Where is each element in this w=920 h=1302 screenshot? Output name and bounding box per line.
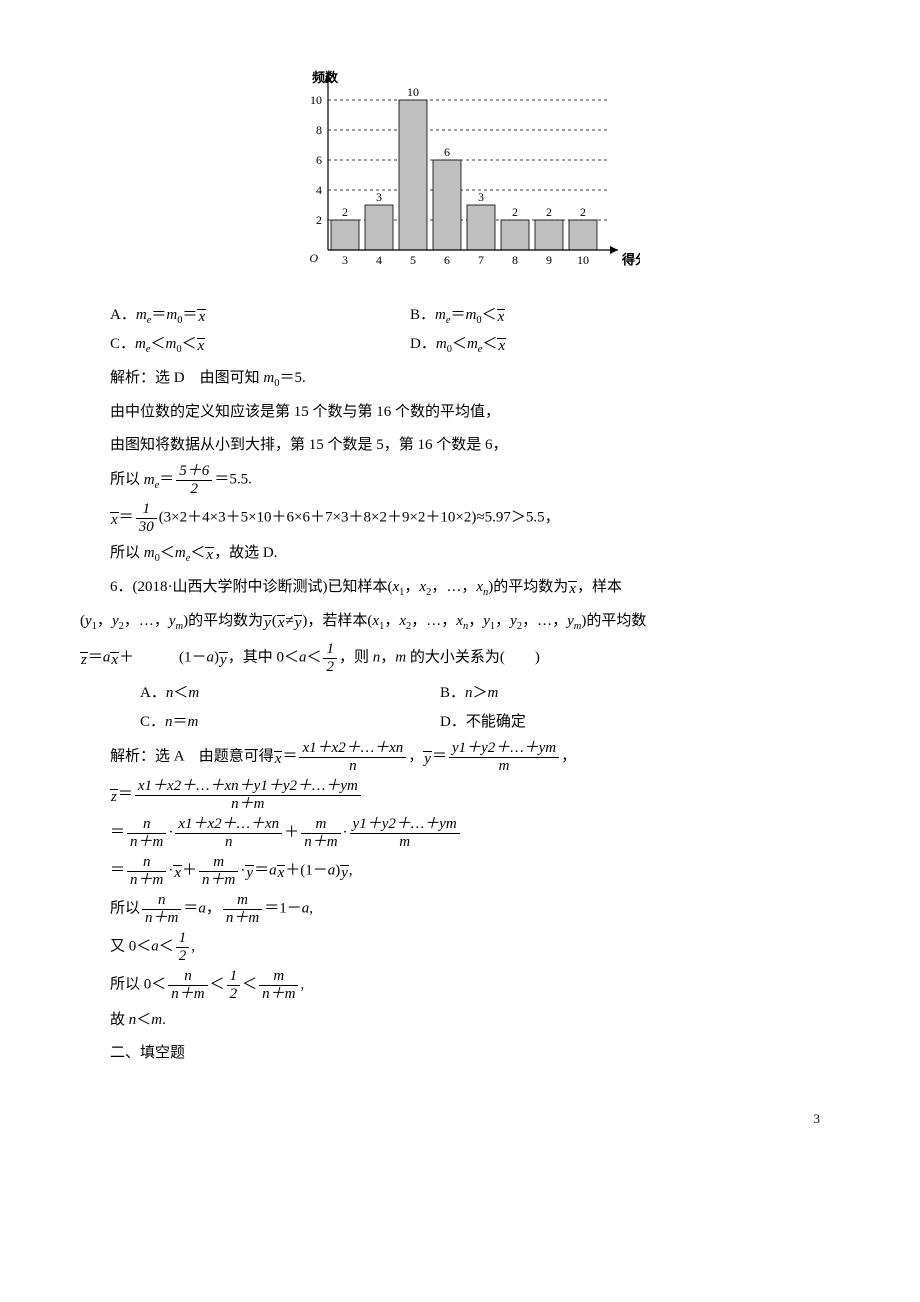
q5-sol-2: 由中位数的定义知应该是第 15 个数与第 16 个数的平均值， <box>80 398 840 427</box>
q5-opt-b-label: B． <box>410 307 435 323</box>
q5-sol-3: 由图知将数据从小到大排，第 15 个数是 5，第 16 个数是 6， <box>80 431 840 460</box>
q6-stem-1: 6．(2018·山西大学附中诊断测试)已知样本(x1，x2，…，xn)的平均数为… <box>80 573 840 603</box>
q5-choice-row-1: A．me＝m0＝x B．me＝m0＜x <box>80 301 840 331</box>
svg-text:3: 3 <box>342 253 348 267</box>
q5-sol-5: x＝130(3×2＋4×3＋5×10＋6×6＋7×3＋8×2＋9×2＋10×2)… <box>80 501 840 535</box>
svg-text:2: 2 <box>342 205 348 219</box>
q6-opt-a-label: A． <box>140 685 166 701</box>
q6-sol-8: 故 n＜m. <box>80 1006 840 1035</box>
chart-svg: 2 4 6 8 10 2 3 3 4 10 5 6 6 3 7 2 8 2 9 2 10 频数得分 O <box>280 70 640 270</box>
q6-sol-5: 所以nn＋m＝a，mn＋m＝1－a, <box>80 892 840 926</box>
page-number: 3 <box>80 1107 840 1132</box>
svg-text:8: 8 <box>316 123 322 137</box>
svg-text:10: 10 <box>577 253 589 267</box>
q6-sol-3: ＝nn＋m·x1＋x2＋…＋xnn＋mn＋m·y1＋y2＋…＋ymm <box>80 816 840 850</box>
svg-text:2: 2 <box>580 205 586 219</box>
q6-sol-1: 解析：选 A 由题意可得x＝x1＋x2＋…＋xnn，y＝y1＋y2＋…＋ymm， <box>80 740 840 774</box>
q6-stem-3: z＝ax＋ (1－a)y，其中 0＜a＜12，则 n，m 的大小关系为( ) <box>80 641 840 675</box>
svg-text:6: 6 <box>316 153 322 167</box>
q5-sol-1: 解析：选 D 由图可知 m0＝5. <box>80 364 840 394</box>
svg-text:得分: 得分 <box>621 252 640 267</box>
svg-text:8: 8 <box>512 253 518 267</box>
q6-sol-4: ＝nn＋m·x＋mn＋m·y＝ax＋(1－a)y, <box>80 854 840 888</box>
q6-stem-2: (y1，y2，…，ym)的平均数为y(x≠y)，若样本(x1，x2，…，xn，y… <box>80 607 840 637</box>
svg-text:3: 3 <box>376 190 382 204</box>
svg-text:5: 5 <box>410 253 416 267</box>
svg-text:6: 6 <box>444 145 450 159</box>
svg-text:10: 10 <box>407 85 419 99</box>
q5-sol-4: 所以 me＝5＋62＝5.5. <box>80 463 840 497</box>
q6-opt-c-label: C． <box>140 714 165 730</box>
q5-choice-row-2: C．me＜m0＜x D．m0＜me＜x <box>80 330 840 360</box>
q6-sol-7: 所以 0＜nn＋m＜12＜mn＋m, <box>80 968 840 1002</box>
q5-opt-c-label: C． <box>110 336 135 352</box>
svg-text:7: 7 <box>478 253 484 267</box>
frequency-chart: 2 4 6 8 10 2 3 3 4 10 5 6 6 3 7 2 8 2 9 2 10 频数得分 O <box>80 70 840 281</box>
q6-opt-b-label: B． <box>440 685 465 701</box>
svg-text:2: 2 <box>316 213 322 227</box>
svg-text:4: 4 <box>376 253 382 267</box>
q6-choice-row-1: A．n＜m B．n＞m <box>80 679 840 708</box>
svg-text:2: 2 <box>512 205 518 219</box>
svg-text:3: 3 <box>478 190 484 204</box>
q5-opt-a-label: A． <box>110 307 136 323</box>
svg-text:6: 6 <box>444 253 450 267</box>
q6-sol-2: z＝x1＋x2＋…＋xn＋y1＋y2＋…＋ymn＋m <box>80 778 840 812</box>
q6-choice-row-2: C．n＝m D．不能确定 <box>80 708 840 737</box>
svg-text:10: 10 <box>310 93 322 107</box>
q6-sol-6: 又 0＜a＜12, <box>80 930 840 964</box>
svg-text:频数: 频数 <box>312 70 339 85</box>
svg-text:4: 4 <box>316 183 322 197</box>
svg-text:9: 9 <box>546 253 552 267</box>
svg-text:2: 2 <box>546 205 552 219</box>
q6-opt-d-label: D．不能确定 <box>440 708 526 737</box>
q5-opt-d-label: D． <box>410 336 436 352</box>
svg-text:O: O <box>309 251 318 265</box>
q5-sol-6: 所以 m0＜me＜x，故选 D. <box>80 539 840 569</box>
section-2-title: 二、填空题 <box>80 1039 840 1068</box>
